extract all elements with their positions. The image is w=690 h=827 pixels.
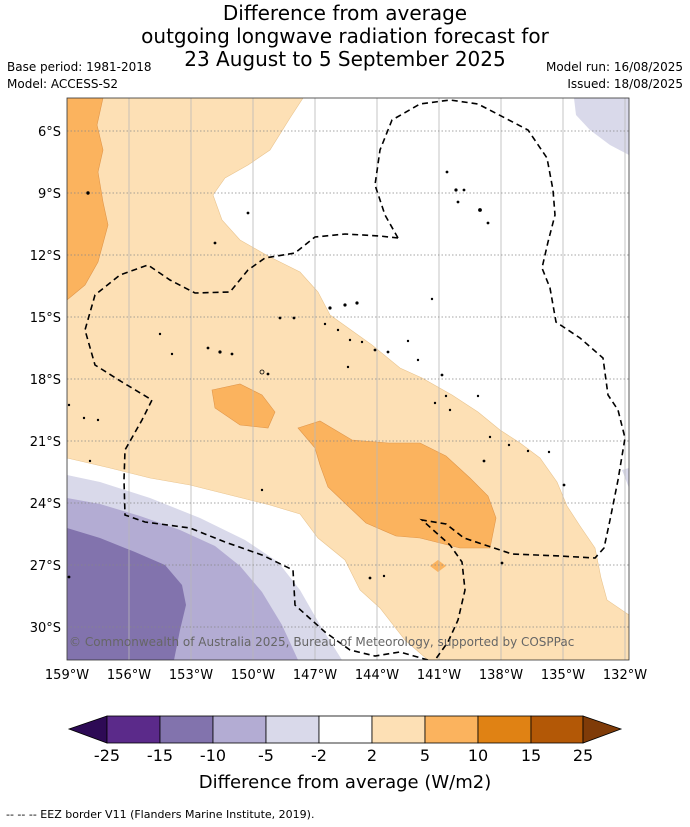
lon-label: 147°W <box>293 668 337 683</box>
colorbar-cell <box>477 715 532 744</box>
band-5-to-10-mid <box>211 383 276 429</box>
meta-left: Base period: 1981-2018 Model: ACCESS-S2 <box>7 59 152 93</box>
colorbar-cell <box>159 715 214 744</box>
model-name: Model: ACCESS-S2 <box>7 77 119 91</box>
band-5-to-10-dot <box>430 560 446 572</box>
colorbar-extend-high <box>582 715 623 744</box>
band-minus-10-to-minus-15 <box>67 528 186 660</box>
colorbar-tick: -15 <box>147 746 173 765</box>
title-line-2: outgoing longwave radiation forecast for <box>141 24 549 48</box>
lon-label: 138°W <box>479 668 523 683</box>
islands <box>67 170 566 580</box>
lat-label: 27°S <box>30 559 61 574</box>
band-minus-2-to-minus-5-northeast <box>574 98 629 155</box>
latitude-labels: 6°S 9°S 12°S 15°S 18°S 21°S 24°S 27°S 30… <box>30 125 61 636</box>
lon-label: 150°W <box>231 668 275 683</box>
lat-label: 18°S <box>30 373 61 388</box>
longitude-labels: 159°W 156°W 153°W 150°W 147°W 144°W 141°… <box>45 668 647 683</box>
colorbar <box>67 715 623 744</box>
map-title: Difference from average outgoing longwav… <box>0 2 690 71</box>
colorbar-cell <box>212 715 267 744</box>
colorbar-cell <box>424 715 479 744</box>
title-line-3: 23 August to 5 September 2025 <box>184 47 506 71</box>
band-minus-2-to-minus-5-east-edge <box>622 468 629 488</box>
lat-label: 12°S <box>30 249 61 264</box>
plot-frame <box>66 97 630 661</box>
lon-label: 132°W <box>603 668 647 683</box>
colorbar-tick-labels: -25 -15 -10 -5 -2 2 5 10 15 25 <box>94 746 593 765</box>
lat-label: 6°S <box>38 125 61 140</box>
colorbar-tick: -5 <box>258 746 274 765</box>
lat-label: 30°S <box>30 621 61 636</box>
base-period: Base period: 1981-2018 <box>7 60 152 74</box>
eez-border <box>84 99 626 660</box>
title-line-1: Difference from average <box>222 1 468 25</box>
colorbar-tick: -2 <box>311 746 327 765</box>
colorbar-tick: -10 <box>200 746 226 765</box>
lon-label: 135°W <box>541 668 585 683</box>
colorbar-tick: 25 <box>573 746 593 765</box>
colorbar-tick: 5 <box>420 746 430 765</box>
colorbar-tick: 10 <box>468 746 488 765</box>
lat-label: 15°S <box>30 311 61 326</box>
lat-label: 24°S <box>30 497 61 512</box>
colorbar-tick: -25 <box>94 746 120 765</box>
colorbar-extend-low <box>67 715 108 744</box>
lon-label: 153°W <box>169 668 213 683</box>
colorbar-cell <box>318 715 373 744</box>
band-5-to-10-northwest <box>67 98 109 301</box>
map-gridlines <box>67 98 629 660</box>
meta-right: Model run: 16/08/2025 Issued: 18/08/2025 <box>546 59 683 93</box>
colorbar-cell <box>265 715 320 744</box>
lon-label: 141°W <box>417 668 461 683</box>
lon-label: 156°W <box>107 668 151 683</box>
colorbar-cell <box>106 715 161 744</box>
colorbar-cell <box>530 715 584 744</box>
model-run: Model run: 16/08/2025 <box>545 60 683 74</box>
eez-legend: -- -- -- EEZ border V11 (Flanders Marine… <box>6 808 315 821</box>
parallels <box>67 130 629 628</box>
lon-label: 144°W <box>355 668 399 683</box>
colorbar-tick: 2 <box>367 746 377 765</box>
issued-date: Issued: 18/08/2025 <box>567 77 683 91</box>
copyright-text: © Commonwealth of Australia 2025, Bureau… <box>69 635 574 649</box>
lat-label: 9°S <box>38 187 61 202</box>
lat-label: 21°S <box>30 435 61 450</box>
band-5-to-10-south <box>297 420 497 549</box>
lon-label: 159°W <box>45 668 89 683</box>
colorbar-title: Difference from average (W/m2) <box>199 772 491 793</box>
colorbar-tick: 15 <box>521 746 541 765</box>
colorbar-cell <box>371 715 426 744</box>
